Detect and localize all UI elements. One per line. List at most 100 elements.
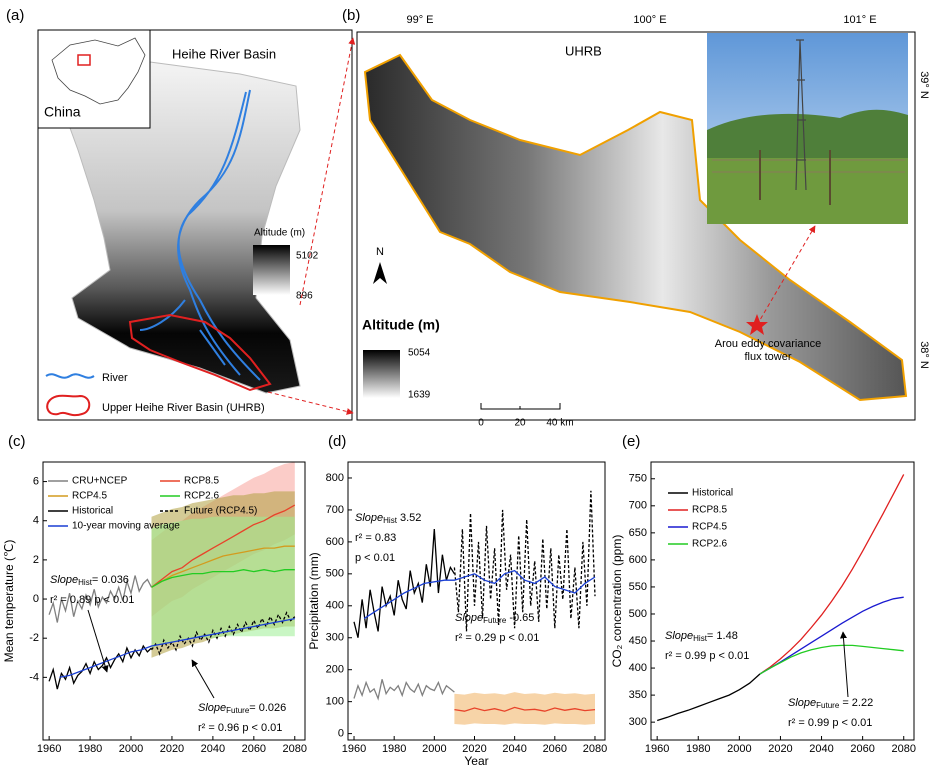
legend-label: Future (RCP4.5) bbox=[184, 506, 257, 517]
lat-label: 39° N bbox=[918, 71, 930, 99]
series-line bbox=[354, 679, 454, 698]
annotation-slope: Slope bbox=[355, 512, 383, 524]
legend-label: RCP8.5 bbox=[184, 476, 219, 487]
x-tick-label: 2000 bbox=[119, 743, 143, 755]
legend-label: CRU+NCEP bbox=[72, 476, 128, 487]
y-tick-label: 800 bbox=[326, 472, 344, 484]
altitude-min: 896 bbox=[296, 291, 313, 302]
series-line bbox=[760, 645, 904, 674]
legend-label: RCP2.6 bbox=[184, 491, 219, 502]
x-tick-label: 1980 bbox=[382, 743, 406, 755]
annotation-stats: r² = 0.83 bbox=[355, 532, 396, 544]
y-tick-label: 600 bbox=[629, 554, 647, 566]
legend-label: Historical bbox=[692, 488, 733, 499]
annotation-subscript: Future bbox=[226, 706, 250, 715]
north-label: N bbox=[376, 246, 384, 258]
series-line bbox=[657, 674, 760, 721]
uncertainty-band bbox=[152, 517, 295, 648]
y-tick-label: 300 bbox=[326, 632, 344, 644]
y-tick-label: 750 bbox=[629, 473, 647, 485]
y-tick-label: 350 bbox=[629, 689, 647, 701]
x-tick-label: 2060 bbox=[850, 743, 874, 755]
annotation-stats: r² = 0.29 p < 0.01 bbox=[455, 632, 539, 644]
legend-label: 10-year moving average bbox=[72, 521, 180, 532]
x-tick-label: 2040 bbox=[201, 743, 225, 755]
x-tick-label: 1960 bbox=[342, 743, 366, 755]
y-tick-label: -2 bbox=[29, 632, 39, 644]
scale-label: 0 bbox=[478, 418, 484, 429]
x-tick-label: 1960 bbox=[645, 743, 669, 755]
y-tick-label: 100 bbox=[326, 696, 344, 708]
annotation-value: = 1.48 bbox=[707, 630, 738, 642]
series-line bbox=[354, 529, 454, 638]
y-tick-label: 700 bbox=[326, 504, 344, 516]
site-label: Arou eddy covariance bbox=[715, 338, 821, 350]
x-tick-label: 2020 bbox=[160, 743, 184, 755]
annotation: SlopeFuture -0.65 bbox=[455, 612, 534, 625]
legend-label: RCP4.5 bbox=[692, 522, 727, 533]
legend-label: RCP2.6 bbox=[692, 539, 727, 550]
site-label: flux tower bbox=[744, 351, 791, 363]
annotation-subscript: Future bbox=[816, 701, 840, 710]
x-tick-label: 2060 bbox=[242, 743, 266, 755]
annotation-arrow bbox=[192, 660, 214, 698]
y-tick-label: 700 bbox=[629, 500, 647, 512]
annotation: SlopeHist= 1.48 bbox=[665, 630, 738, 643]
annotation-value: = 2.22 bbox=[839, 697, 873, 709]
inset-label: China bbox=[44, 104, 81, 120]
y-tick-label: 300 bbox=[629, 716, 647, 728]
series-line bbox=[454, 491, 595, 632]
annotation-slope: Slope bbox=[788, 697, 816, 709]
x-tick-label: 2080 bbox=[891, 743, 915, 755]
x-axis-label: Year bbox=[464, 754, 488, 768]
y-axis-label: CO₂ concentration (ppm) bbox=[610, 535, 624, 668]
legend-label: River bbox=[102, 372, 128, 384]
annotation-stats: r² = 0.99 p < 0.01 bbox=[665, 650, 749, 662]
y-tick-label: 200 bbox=[326, 664, 344, 676]
y-tick-label: 0 bbox=[338, 728, 344, 740]
annotation: SlopeFuture= 0.026 bbox=[198, 702, 286, 715]
y-tick-label: 650 bbox=[629, 527, 647, 539]
lon-label: 99° E bbox=[406, 14, 433, 26]
panel-label: (d) bbox=[328, 433, 346, 450]
scale-label: 40 km bbox=[546, 418, 573, 429]
annotation-subscript: Hist bbox=[383, 516, 398, 525]
legend-label: RCP8.5 bbox=[692, 505, 727, 516]
y-tick-label: 600 bbox=[326, 536, 344, 548]
annotation-stats: r² = 0.89 p < 0.01 bbox=[50, 594, 134, 606]
y-tick-label: 500 bbox=[629, 608, 647, 620]
annotation: SlopeHist= 0.036 bbox=[50, 574, 129, 587]
series-line bbox=[760, 474, 904, 674]
altitude-bar bbox=[363, 350, 400, 398]
panel-label: (e) bbox=[622, 433, 640, 450]
y-tick-label: 500 bbox=[326, 568, 344, 580]
lat-label: 38° N bbox=[918, 341, 930, 369]
annotation-slope: Slope bbox=[50, 574, 78, 586]
x-tick-label: 2080 bbox=[283, 743, 307, 755]
annotation-subscript: Hist bbox=[693, 634, 708, 643]
annotation-stats: p < 0.01 bbox=[355, 552, 395, 564]
y-axis-label: Mean temperature (℃) bbox=[2, 540, 16, 663]
x-tick-label: 2000 bbox=[727, 743, 751, 755]
annotation-subscript: Future bbox=[483, 616, 507, 625]
annotation-arrow bbox=[88, 610, 107, 672]
altitude-min: 1639 bbox=[408, 390, 431, 401]
x-tick-label: 1980 bbox=[686, 743, 710, 755]
x-tick-label: 2040 bbox=[809, 743, 833, 755]
y-tick-label: 400 bbox=[629, 662, 647, 674]
annotation-arrow bbox=[843, 632, 848, 697]
panel-a: (a) China Heihe River Basin Altitude (m)… bbox=[6, 7, 352, 420]
x-tick-label: 2080 bbox=[583, 743, 607, 755]
x-tick-label: 2000 bbox=[422, 743, 446, 755]
annotation-value: 3.52 bbox=[397, 512, 421, 524]
map-title: UHRB bbox=[565, 43, 602, 58]
y-tick-label: 2 bbox=[33, 554, 39, 566]
altitude-max: 5054 bbox=[408, 348, 431, 359]
x-tick-label: 2060 bbox=[543, 743, 567, 755]
panel-label: (b) bbox=[342, 7, 360, 24]
y-tick-label: 6 bbox=[33, 475, 39, 487]
y-tick-label: 450 bbox=[629, 635, 647, 647]
legend-label: Upper Heihe River Basin (UHRB) bbox=[102, 402, 265, 414]
annotation: SlopeFuture = 2.22 bbox=[788, 697, 873, 710]
y-tick-label: 550 bbox=[629, 581, 647, 593]
